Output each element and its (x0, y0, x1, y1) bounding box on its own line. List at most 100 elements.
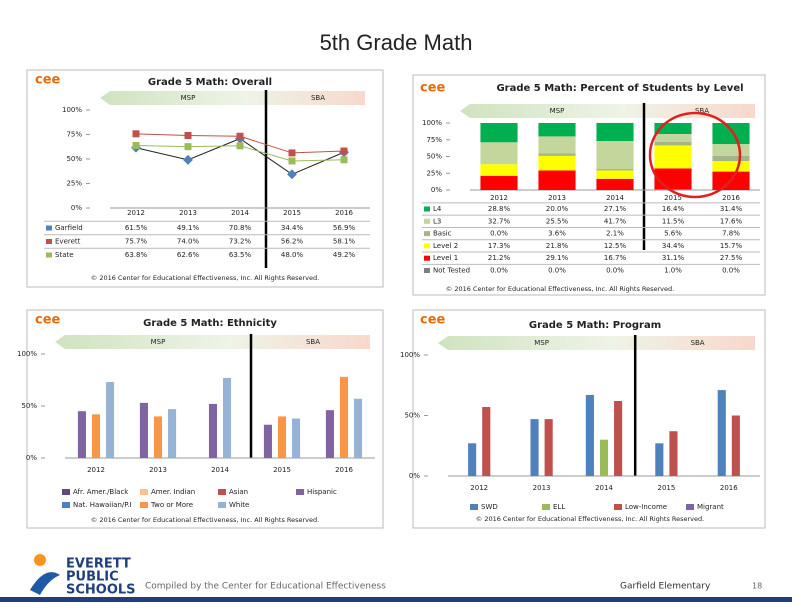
chart-title: Grade 5 Math: Overall (148, 77, 272, 88)
legend-label: L3 (433, 217, 441, 225)
data-label: 34.4% (281, 224, 304, 232)
y-tick-label: 0% (26, 454, 37, 462)
bar-segment (654, 141, 692, 146)
x-tick-label: 2014 (606, 194, 624, 202)
legend-label: Hispanic (307, 488, 337, 496)
data-label: 73.2% (229, 238, 252, 246)
data-label: 11.5% (662, 217, 685, 225)
copyright: © 2016 Center for Educational Effectiven… (91, 274, 319, 282)
copyright: © 2016 Center for Educational Effectiven… (91, 516, 319, 524)
period-label: SBA (311, 94, 325, 102)
point (184, 143, 192, 151)
legend-label: SWD (481, 503, 498, 511)
bar (354, 398, 363, 458)
y-tick-label: 50% (426, 153, 442, 161)
y-tick-label: 75% (66, 131, 82, 139)
y-tick-label: 25% (426, 169, 442, 177)
logo-icon (34, 554, 46, 566)
data-label: 48.0% (281, 251, 304, 259)
bar (468, 443, 477, 476)
bar-segment (480, 142, 518, 165)
legend-swatch (140, 489, 148, 495)
y-tick-label: 75% (426, 136, 442, 144)
chart-title: Grade 5 Math: Program (529, 320, 661, 331)
point (236, 132, 244, 140)
chart-logo: cee (35, 313, 61, 328)
data-label: 28.8% (488, 205, 511, 213)
chart: cee Grade 5 Math: Ethnicity MSP SBA 0% 50% 100… (17, 313, 375, 524)
data-label: 20.0% (546, 205, 569, 213)
bar (223, 377, 232, 458)
point (288, 157, 296, 165)
chart: cee Grade 5 Math: Overall MSP SBA 0% 25% 50% 75… (35, 73, 370, 282)
data-label: 17.6% (720, 217, 743, 225)
data-label: 21.8% (546, 242, 569, 250)
point (287, 169, 297, 180)
data-label: 56.2% (281, 238, 304, 246)
legend-label: Not Tested (433, 267, 470, 275)
legend-label: Everett (55, 238, 81, 246)
logo-icon (30, 572, 60, 595)
data-label: 0.0% (490, 230, 508, 238)
bar (339, 376, 349, 458)
legend-label: Asian (229, 488, 248, 496)
logo-text: EVERETT (66, 557, 131, 572)
bar-segment (480, 123, 518, 143)
legend-label: Garfield (55, 224, 83, 232)
period-label: SBA (695, 107, 709, 115)
legend-swatch (424, 268, 430, 273)
y-tick-label: 50% (66, 155, 82, 163)
footer-bar (0, 597, 792, 602)
point (288, 149, 296, 157)
legend-label: State (55, 251, 74, 259)
bar-segment (596, 178, 634, 190)
bar-segment (538, 153, 576, 156)
bar-segment (538, 136, 576, 154)
period-label: MSP (550, 107, 565, 115)
bar (139, 402, 148, 458)
chart-logo: cee (35, 73, 61, 88)
bar-segment (712, 123, 750, 145)
point (183, 154, 193, 165)
x-tick-label: 2016 (722, 194, 740, 202)
slide-title: 5th Grade Math (320, 30, 473, 55)
charts: cee Grade 5 Math: Overall MSP SBA 0% 25% 50% 75… (17, 73, 760, 524)
footer-school: Garfield Elementary (620, 582, 711, 592)
legend-swatch (46, 225, 52, 231)
footer-credit: Compiled by the Center for Educational E… (145, 582, 386, 592)
bar (482, 407, 491, 476)
highlight-circle (648, 111, 742, 199)
bar (208, 403, 217, 458)
bar-segment (480, 175, 518, 190)
data-label: 0.0% (606, 267, 624, 275)
period-label: MSP (151, 338, 166, 346)
legend-swatch (424, 206, 430, 212)
copyright: © 2016 Center for Educational Effectiven… (476, 515, 704, 523)
y-tick-label: 0% (71, 204, 82, 212)
data-label: 7.8% (722, 230, 740, 238)
point (132, 141, 140, 149)
point (132, 130, 140, 138)
period-label: MSP (181, 94, 196, 102)
data-label: 34.4% (662, 242, 685, 250)
y-tick-label: 0% (431, 186, 442, 194)
legend-label: Two or More (150, 501, 193, 509)
bar (263, 424, 272, 458)
y-tick-label: 50% (404, 412, 420, 420)
copyright: © 2016 Center for Educational Effectiven… (446, 285, 674, 293)
period-label: SBA (306, 338, 320, 346)
legend-label: Afr. Amer./Black (73, 488, 129, 496)
data-label: 5.6% (664, 230, 682, 238)
bar (614, 400, 623, 476)
y-tick-label: 0% (409, 472, 420, 480)
legend-swatch (218, 489, 226, 495)
bar-segment (712, 155, 750, 162)
bar-segment (538, 170, 576, 190)
data-label: 49.1% (177, 224, 200, 232)
legend-label: Level 2 (433, 242, 458, 250)
legend-swatch (424, 255, 430, 261)
x-tick-label: 2015 (273, 466, 291, 474)
x-tick-label: 2012 (127, 209, 145, 217)
x-tick-label: 2013 (533, 484, 551, 492)
data-label: 31.1% (662, 254, 685, 262)
